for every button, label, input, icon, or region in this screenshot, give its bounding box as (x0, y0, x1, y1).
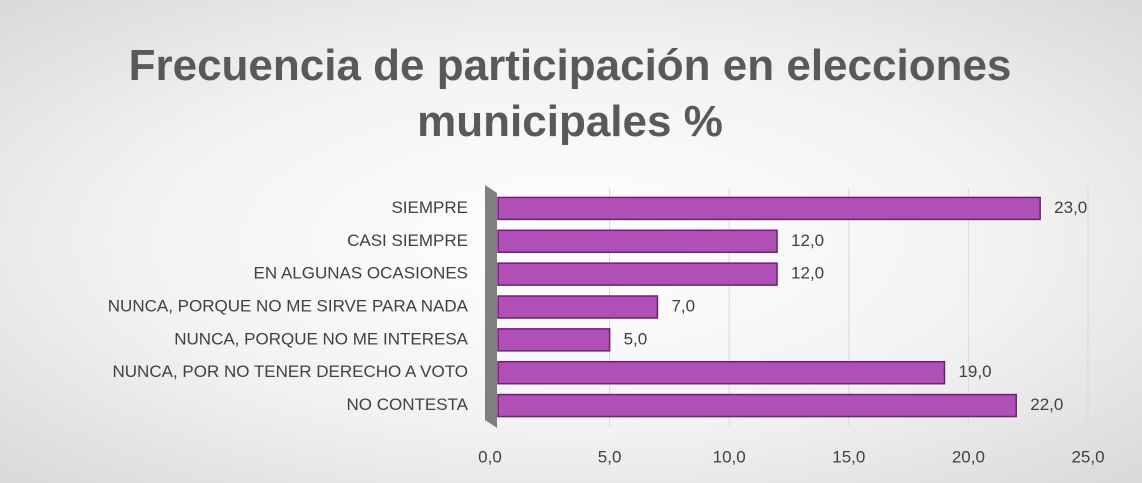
data-label: 22,0 (1030, 395, 1063, 414)
data-label: 19,0 (958, 362, 991, 381)
bar (497, 196, 1041, 221)
x-tick-label: 20,0 (952, 447, 985, 466)
y-tick-label: EN ALGUNAS OCASIONES (254, 264, 468, 283)
y-tick-label: NO CONTESTA (346, 395, 468, 414)
chart-title: Frecuencia de participación en eleccione… (128, 41, 1012, 146)
x-tick-label: 15,0 (832, 447, 865, 466)
axis-wall (485, 185, 497, 428)
data-label: 5,0 (624, 329, 648, 348)
bar (497, 262, 778, 286)
x-tick-label: 10,0 (713, 447, 746, 466)
y-tick-label: SIEMPRE (391, 198, 468, 217)
x-tick-label: 25,0 (1071, 447, 1104, 466)
y-tick-label: NUNCA, POR NO TENER DERECHO A VOTO (113, 362, 469, 381)
data-label: 12,0 (791, 231, 824, 250)
data-label: 7,0 (671, 296, 695, 315)
y-tick-label: NUNCA, PORQUE NO ME SIRVE PARA NADA (108, 296, 469, 315)
bar (497, 295, 659, 319)
bar (497, 360, 946, 385)
bar (497, 328, 611, 352)
data-label: 23,0 (1054, 198, 1087, 217)
bar (497, 229, 778, 254)
data-label: 12,0 (791, 264, 824, 283)
x-tick-label: 0,0 (478, 447, 502, 466)
bar (497, 393, 1017, 418)
y-tick-label: CASI SIEMPRE (347, 231, 468, 250)
x-tick-label: 5,0 (598, 447, 622, 466)
y-tick-label: NUNCA, PORQUE NO ME INTERESA (174, 329, 468, 348)
